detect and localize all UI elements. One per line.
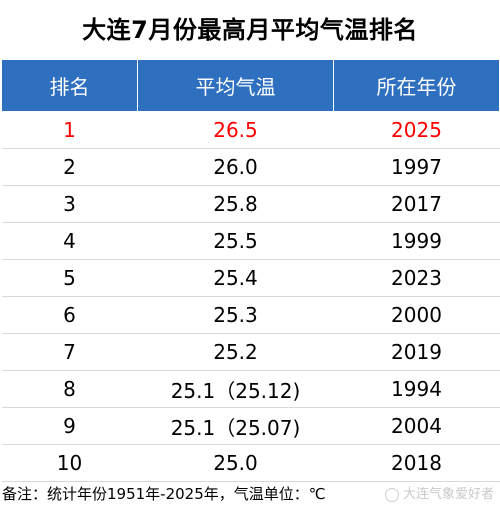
year-cell: 2017 (333, 185, 500, 223)
table-row: 2 26.0 1997 (1, 148, 500, 186)
rank-cell: 9 (1, 407, 138, 445)
temperature-cell: 25.3 (137, 296, 334, 334)
temperature-cell: 25.2 (137, 333, 334, 371)
table-row: 6 25.3 2000 (1, 296, 500, 334)
temperature-cell: 25.0 (137, 444, 334, 482)
year-cell: 2018 (333, 444, 500, 482)
temperature-cell: 25.1（25.12) (137, 370, 334, 408)
rank-cell: 1 (1, 111, 138, 149)
watermark: 大连气象爱好者 (384, 484, 494, 506)
table-row: 10 25.0 2018 (1, 444, 500, 482)
temperature-cell: 25.8 (137, 185, 334, 223)
ranking-table: 排名 平均气温 所在年份 1 26.5 2025 2 26.0 1997 3 2… (1, 60, 500, 482)
year-cell: 2000 (333, 296, 500, 334)
table-header-row: 排名 平均气温 所在年份 (1, 60, 500, 112)
weibo-logo-icon (384, 488, 399, 502)
rank-cell: 10 (1, 444, 138, 482)
rank-cell: 5 (1, 259, 138, 297)
table-row: 1 26.5 2025 (1, 111, 500, 149)
page-title: 大连7月份最高月平均气温排名 (82, 16, 418, 44)
temperature-cell: 25.4 (137, 259, 334, 297)
header-year: 所在年份 (333, 60, 500, 112)
temperature-cell: 26.5 (137, 111, 334, 149)
year-cell: 2023 (333, 259, 500, 297)
table-row: 7 25.2 2019 (1, 333, 500, 371)
footnote: 备注：统计年份1951年-2025年，气温单位：℃ (2, 485, 326, 503)
rank-cell: 4 (1, 222, 138, 260)
temperature-cell: 25.5 (137, 222, 334, 260)
table-row: 9 25.1（25.07) 2004 (1, 407, 500, 445)
year-cell: 1999 (333, 222, 500, 260)
table-row: 8 25.1（25.12) 1994 (1, 370, 500, 408)
table-row: 5 25.4 2023 (1, 259, 500, 297)
year-cell: 2004 (333, 407, 500, 445)
rank-cell: 3 (1, 185, 138, 223)
table-row: 4 25.5 1999 (1, 222, 500, 260)
header-rank: 排名 (1, 60, 138, 112)
table-row: 3 25.8 2017 (1, 185, 500, 223)
temperature-cell: 25.1（25.07) (137, 407, 334, 445)
temperature-cell: 26.0 (137, 148, 334, 186)
year-cell: 2025 (333, 111, 500, 149)
year-cell: 1994 (333, 370, 500, 408)
year-cell: 1997 (333, 148, 500, 186)
year-cell: 2019 (333, 333, 500, 371)
rank-cell: 7 (1, 333, 138, 371)
watermark-text: 大连气象爱好者 (402, 487, 494, 502)
rank-cell: 2 (1, 148, 138, 186)
rank-cell: 6 (1, 296, 138, 334)
header-average-temperature: 平均气温 (137, 60, 334, 112)
rank-cell: 8 (1, 370, 138, 408)
